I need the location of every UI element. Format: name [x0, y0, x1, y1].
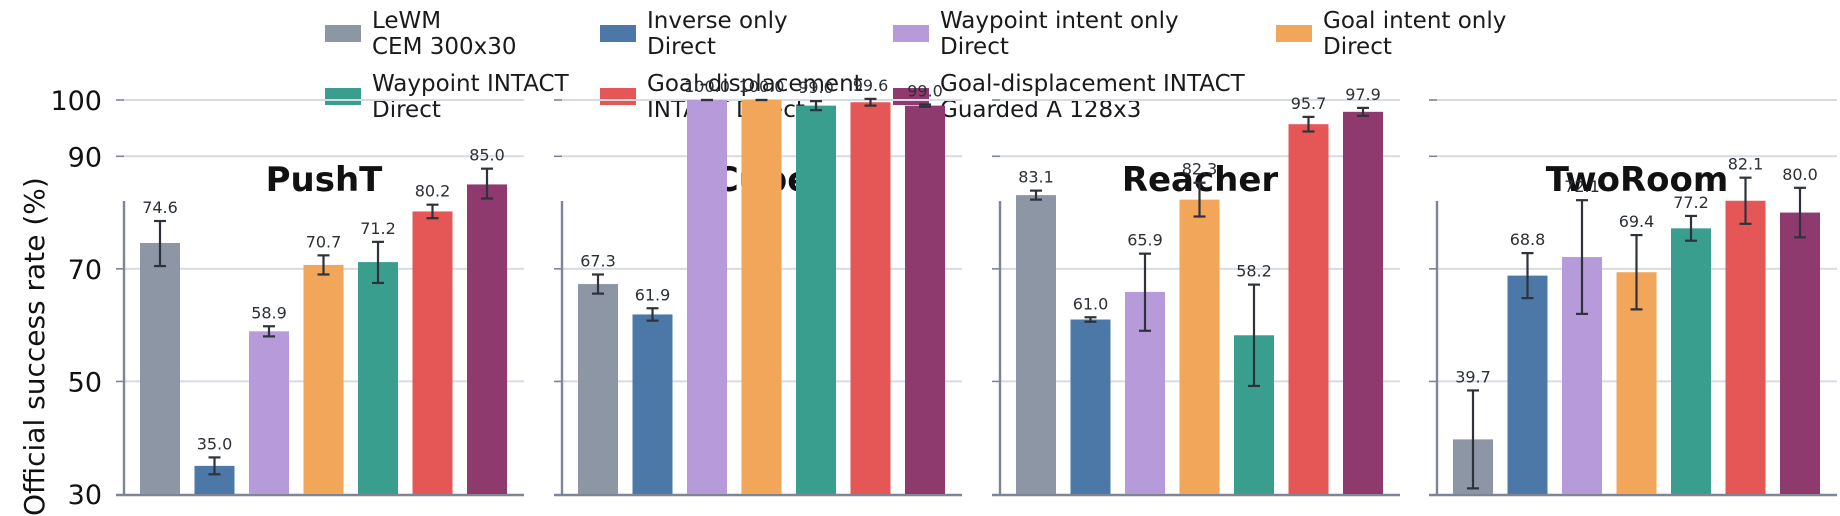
- legend-swatch: [325, 25, 361, 42]
- data-label: 100.0: [684, 77, 730, 96]
- data-label: 99.0: [798, 78, 834, 97]
- legend-label-line: Waypoint intent only: [940, 8, 1179, 34]
- legend-label: Waypoint intent only Direct: [940, 8, 1179, 60]
- bar: [1780, 212, 1820, 495]
- data-label: 69.4: [1619, 212, 1655, 231]
- data-label: 100.0: [739, 77, 785, 96]
- bar: [1725, 200, 1766, 494]
- legend-label-line: Goal-displacement: [647, 71, 863, 97]
- data-label: 68.8: [1510, 230, 1546, 249]
- bar: [850, 102, 891, 494]
- legend-label-line: Guarded A 128x3: [940, 97, 1142, 123]
- data-label: 82.3: [1182, 160, 1218, 179]
- chart-panel-tworoom: TwoRoom 39.7 68.8 72.1 69.4 77.2 82.1 80.0: [1429, 99, 1837, 497]
- legend-label: Waypoint INTACT Direct: [372, 71, 569, 123]
- bar: [796, 105, 836, 494]
- data-label: 83.1: [1018, 168, 1054, 187]
- data-label: 72.1: [1564, 177, 1600, 196]
- data-label: 80.0: [1782, 165, 1818, 184]
- bar: [358, 262, 398, 494]
- data-label: 61.9: [635, 285, 671, 304]
- legend-swatch: [1276, 25, 1312, 42]
- bar: [578, 284, 618, 494]
- data-label: 58.9: [251, 303, 287, 322]
- legend-label: Goal-displacement INTACT Guarded A 128x3: [940, 71, 1245, 123]
- bar: [1343, 111, 1383, 494]
- bar: [741, 100, 782, 494]
- legend-label-line: Direct: [647, 34, 716, 60]
- legend-label-line: Goal intent only: [1323, 8, 1507, 34]
- y-tick-label: 90: [68, 142, 102, 173]
- data-label: 99.6: [853, 76, 889, 95]
- legend-item: LeWM CEM 300x30: [325, 8, 517, 60]
- data-label: 58.2: [1236, 262, 1272, 281]
- data-label: 80.2: [415, 182, 451, 201]
- legend-item: Goal-displacement INTACT Guarded A 128x3: [893, 71, 1245, 123]
- legend-label-line: Direct: [1323, 34, 1392, 60]
- legend-label-line: Inverse only: [647, 8, 788, 34]
- legend-label: LeWM CEM 300x30: [372, 8, 517, 60]
- legend-label-line: Direct: [940, 34, 1009, 60]
- legend-item: Inverse only Direct: [600, 8, 788, 60]
- data-label: 74.6: [142, 198, 178, 217]
- bar: [303, 264, 344, 494]
- legend-label-line: LeWM: [372, 8, 442, 34]
- legend-label: Goal intent only Direct: [1323, 8, 1506, 60]
- bar: [1507, 275, 1548, 494]
- bar: [140, 242, 180, 494]
- data-label: 99.0: [907, 82, 943, 101]
- panel-title: TwoRoom: [1546, 160, 1729, 200]
- legend-item: Goal intent only Direct: [1276, 8, 1506, 60]
- legend-item: Waypoint INTACT Direct: [325, 71, 569, 123]
- bar: [1016, 195, 1056, 494]
- legend-label-line: Goal-displacement INTACT: [940, 71, 1245, 97]
- legend-label-line: CEM 300x30: [372, 34, 517, 60]
- bar: [1070, 319, 1111, 494]
- legend-item: Waypoint intent only Direct: [893, 8, 1179, 60]
- panel-title: PushT: [266, 160, 384, 200]
- bar: [1179, 199, 1220, 494]
- bar: [467, 184, 507, 494]
- data-label: 82.1: [1728, 155, 1764, 174]
- data-label: 39.7: [1455, 367, 1491, 386]
- bar: [1288, 124, 1329, 495]
- chart-panel-pusht: PushT 74.6 35.0 58.9 70.7 71.2 80.2 85.0: [116, 99, 524, 497]
- data-label: 95.7: [1291, 94, 1327, 113]
- y-tick-label: 100: [50, 86, 102, 117]
- data-label: 65.9: [1127, 231, 1163, 250]
- legend-swatch: [893, 25, 929, 42]
- data-label: 35.0: [197, 434, 233, 453]
- data-label: 71.2: [360, 219, 396, 238]
- data-label: 85.0: [469, 146, 505, 165]
- legend-label: Inverse only Direct: [647, 8, 788, 60]
- legend-label-line: Waypoint INTACT: [372, 71, 569, 97]
- y-tick-label: 70: [68, 255, 102, 286]
- y-tick-label: 50: [68, 367, 102, 398]
- data-label: 61.0: [1073, 294, 1109, 313]
- bar: [1671, 228, 1711, 494]
- bar: [249, 331, 289, 494]
- bar: [687, 100, 727, 494]
- bar: [632, 314, 673, 494]
- y-tick-label: 30: [68, 480, 102, 511]
- bar: [905, 105, 945, 494]
- legend-swatch: [600, 25, 636, 42]
- bar: [412, 211, 453, 494]
- data-label: 70.7: [306, 232, 342, 251]
- data-label: 67.3: [580, 251, 616, 270]
- legend-label-line: Direct: [372, 97, 441, 123]
- data-label: 97.9: [1345, 85, 1381, 104]
- data-label: 77.2: [1673, 193, 1709, 212]
